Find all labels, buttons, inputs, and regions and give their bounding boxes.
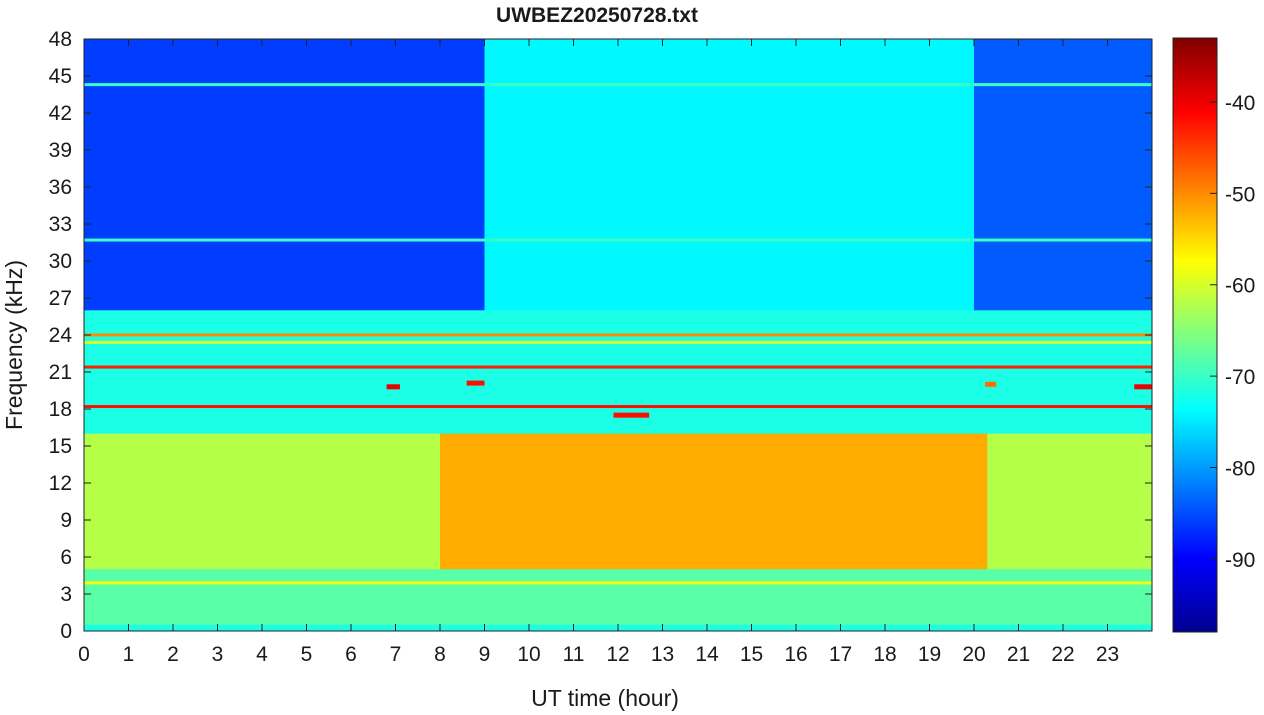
heatmap-band-2 — [987, 433, 1152, 570]
y-tick-label: 36 — [49, 176, 72, 199]
colorbar-tick-label: -70 — [1225, 366, 1255, 389]
y-tick-label: 18 — [49, 398, 72, 421]
heatmap-line-13 — [84, 238, 1152, 242]
x-tick-label: 6 — [345, 643, 357, 666]
colorbar-frame — [1172, 37, 1218, 633]
y-tick-label: 33 — [49, 213, 72, 236]
heatmap-line-10 — [84, 340, 1152, 344]
y-tick-label: 27 — [49, 287, 72, 310]
heatmap-segment-14 — [386, 384, 400, 390]
colorbar-tick-label: -80 — [1225, 458, 1255, 481]
y-tick-label: 42 — [49, 102, 72, 125]
colorbar-gradient — [1173, 38, 1217, 632]
y-tick-label: 48 — [49, 28, 72, 51]
colorbar-tick-label: -90 — [1225, 549, 1255, 572]
x-tick-label: 13 — [651, 643, 674, 666]
x-tick-label: 15 — [740, 643, 763, 666]
colorbar-tick-label: -50 — [1225, 183, 1255, 206]
y-tick-label: 0 — [60, 620, 72, 643]
y-tick-label: 6 — [60, 546, 72, 569]
y-tick-label: 12 — [49, 472, 72, 495]
y-tick-label: 24 — [49, 324, 73, 347]
x-tick-label: 5 — [301, 643, 313, 666]
x-tick-label: 22 — [1051, 643, 1074, 666]
x-tick-label: 12 — [606, 643, 629, 666]
x-tick-label: 1 — [123, 643, 135, 666]
heatmap-line-11 — [84, 581, 1152, 585]
heatmap-line-12 — [84, 83, 1152, 87]
y-tick-label: 45 — [49, 65, 72, 88]
heatmap-segment-16 — [466, 380, 485, 386]
x-tick-label: 20 — [962, 643, 985, 666]
heatmap-line-9 — [84, 333, 1152, 337]
heatmap-band-5 — [974, 39, 1152, 311]
y-tick-label: 39 — [49, 139, 72, 162]
heatmap-band-0 — [440, 433, 988, 570]
x-tick-label: 9 — [479, 643, 491, 666]
x-tick-label: 4 — [256, 643, 268, 666]
heatmap-segment-15 — [1134, 384, 1152, 390]
heatmap-band-4 — [84, 39, 485, 311]
plot-area — [83, 38, 1153, 632]
x-axis: 0 1 2 3 4 5 6 7 8 9 10 11 12 13 14 15 16 17 18 19 20 21 22 23 — [78, 39, 1119, 666]
x-tick-label: 14 — [695, 643, 719, 666]
x-tick-label: 2 — [167, 643, 179, 666]
x-tick-label: 0 — [78, 643, 90, 666]
heatmap-line-7 — [84, 365, 1152, 369]
x-tick-label: 18 — [873, 643, 896, 666]
heatmap-band-6 — [484, 39, 974, 311]
heatmap-cells — [84, 39, 1152, 625]
x-tick-label: 23 — [1096, 643, 1119, 666]
heatmap-band-1 — [84, 433, 440, 570]
x-tick-label: 7 — [390, 643, 402, 666]
colorbar-tick-label: -40 — [1225, 92, 1255, 115]
x-tick-label: 8 — [434, 643, 446, 666]
x-tick-label: 3 — [212, 643, 224, 666]
heatmap-line-8 — [84, 405, 1152, 409]
y-tick-label: 30 — [49, 250, 72, 273]
y-tick-label: 21 — [49, 361, 72, 384]
x-tick-label: 21 — [1007, 643, 1030, 666]
y-tick-label: 3 — [60, 583, 72, 606]
x-tick-label: 17 — [829, 643, 852, 666]
heatmap-band-3 — [84, 569, 1152, 625]
chart-title: UWBEZ20250728.txt — [496, 4, 698, 27]
colorbar: -90 -80 -70 -60 -50 -40 — [1172, 37, 1255, 633]
x-axis-label: UT time (hour) — [531, 685, 679, 711]
x-tick-label: 16 — [784, 643, 807, 666]
x-tick-label: 11 — [563, 643, 585, 666]
x-tick-label: 10 — [517, 643, 540, 666]
x-tick-label: 19 — [918, 643, 941, 666]
colorbar-tick-label: -60 — [1225, 275, 1255, 298]
heatmap-segment-17 — [613, 412, 650, 418]
y-tick-label: 15 — [49, 435, 72, 458]
colorbar-ticks: -90 -80 -70 -60 -50 -40 — [1210, 92, 1255, 572]
heatmap-segment-18 — [985, 381, 997, 387]
y-axis-label: Frequency (kHz) — [1, 260, 27, 430]
y-tick-label: 9 — [60, 509, 72, 532]
